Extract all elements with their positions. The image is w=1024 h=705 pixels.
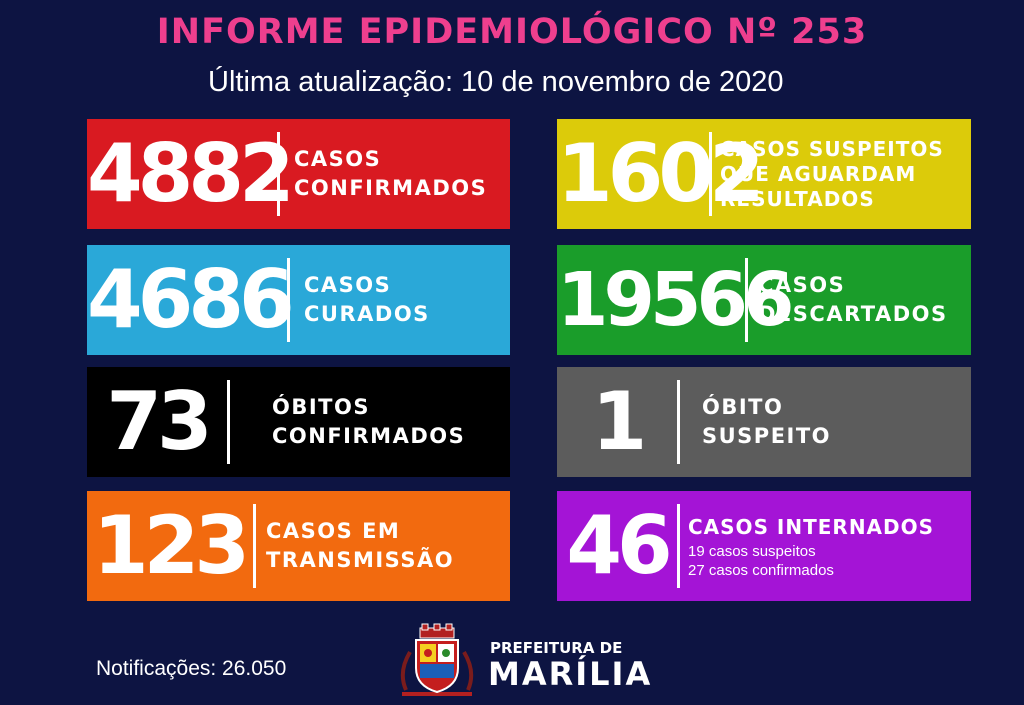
card-sublabel: 27 casos confirmados <box>688 561 834 579</box>
divider <box>277 132 280 216</box>
card-value: 46 <box>566 499 672 592</box>
card-label-line: SUSPEITO <box>702 424 832 448</box>
card-label-line: ÓBITOS <box>272 395 370 419</box>
card-label: ÓBITO SUSPEITO <box>702 393 831 451</box>
card-label: CASOS DESCARTADOS <box>758 271 948 329</box>
card-label-line: CONFIRMADOS <box>294 176 488 200</box>
card-value: 73 <box>106 375 212 468</box>
card-label-line: TRANSMISSÃO <box>266 548 455 572</box>
brand-prefix: PREFEITURA DE <box>490 639 623 657</box>
card-confirmed-deaths: 73 ÓBITOS CONFIRMADOS <box>87 367 510 477</box>
card-label-line: CASOS <box>304 273 392 297</box>
card-value: 1 <box>591 375 648 468</box>
card-suspected-death: 1 ÓBITO SUSPEITO <box>557 367 971 477</box>
card-label-line: CURADOS <box>304 302 430 326</box>
card-value: 4686 <box>87 253 295 346</box>
divider <box>227 380 230 464</box>
divider <box>677 380 680 464</box>
card-hospitalized-cases: 46 CASOS INTERNADOS 19 casos suspeitos 2… <box>557 491 971 601</box>
card-label: CASOS CURADOS <box>304 271 430 329</box>
card-label-line: CONFIRMADOS <box>272 424 466 448</box>
card-label-line: DESCARTADOS <box>758 302 948 326</box>
card-confirmed-cases: 4882 CASOS CONFIRMADOS <box>87 119 510 229</box>
card-label-line: CASOS EM <box>266 519 401 543</box>
card-value: 4882 <box>87 127 295 220</box>
card-value: 123 <box>93 499 250 592</box>
notifications-count: Notificações: 26.050 <box>96 657 287 680</box>
card-label-line: CASOS INTERNADOS <box>688 514 935 539</box>
divider <box>677 504 680 588</box>
divider <box>745 258 748 342</box>
divider <box>253 504 256 588</box>
card-label: CASOS EM TRANSMISSÃO <box>266 517 454 575</box>
card-value: 1602 <box>557 127 765 220</box>
card-transmission-cases: 123 CASOS EM TRANSMISSÃO <box>87 491 510 601</box>
card-cured-cases: 4686 CASOS CURADOS <box>87 245 510 355</box>
card-label-line: RESULTADOS <box>720 186 875 211</box>
last-update: Última atualização: 10 de novembro de 20… <box>208 66 784 98</box>
brand-name: MARÍLIA <box>488 655 653 693</box>
card-label: ÓBITOS CONFIRMADOS <box>272 393 465 451</box>
card-label: CASOS SUSPEITOS QUE AGUARDAM RESULTADOS <box>720 137 944 212</box>
card-sublabel: 19 casos suspeitos <box>688 542 816 560</box>
city-crest-icon <box>400 623 474 696</box>
page-title: INFORME EPIDEMIOLÓGICO Nº 253 <box>156 12 868 52</box>
divider <box>709 132 712 216</box>
card-label-line: CASOS <box>758 273 846 297</box>
card-label: CASOS CONFIRMADOS <box>294 145 487 203</box>
card-label-line: CASOS SUSPEITOS <box>720 136 944 161</box>
card-value: 19566 <box>557 257 794 343</box>
card-label: CASOS INTERNADOS 19 casos suspeitos 27 c… <box>688 513 934 580</box>
card-suspected-cases: 1602 CASOS SUSPEITOS QUE AGUARDAM RESULT… <box>557 119 971 229</box>
card-discarded-cases: 19566 CASOS DESCARTADOS <box>557 245 971 355</box>
divider <box>287 258 290 342</box>
card-label-line: CASOS <box>294 147 382 171</box>
card-label-line: ÓBITO <box>702 395 784 419</box>
card-label-line: QUE AGUARDAM <box>720 161 917 186</box>
